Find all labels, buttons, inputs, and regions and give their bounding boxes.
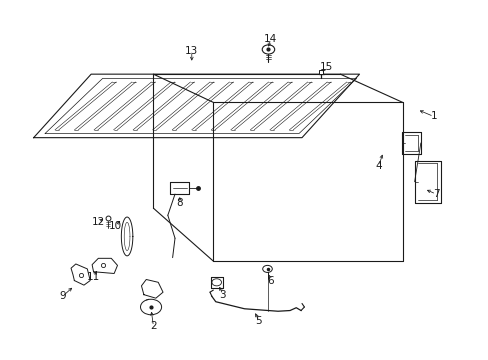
Text: 5: 5 (255, 316, 262, 326)
Text: 4: 4 (375, 161, 381, 171)
Text: 15: 15 (319, 62, 332, 72)
Text: 3: 3 (219, 290, 226, 300)
Text: 9: 9 (59, 292, 65, 301)
Text: 7: 7 (432, 189, 439, 199)
Text: 1: 1 (429, 112, 436, 121)
Text: 6: 6 (267, 275, 274, 285)
Text: 12: 12 (92, 217, 105, 227)
Text: 14: 14 (264, 34, 277, 44)
Text: 13: 13 (185, 46, 198, 56)
Text: 8: 8 (176, 198, 183, 208)
Text: 2: 2 (150, 321, 157, 332)
Text: 10: 10 (108, 221, 122, 231)
Text: 11: 11 (87, 272, 100, 282)
